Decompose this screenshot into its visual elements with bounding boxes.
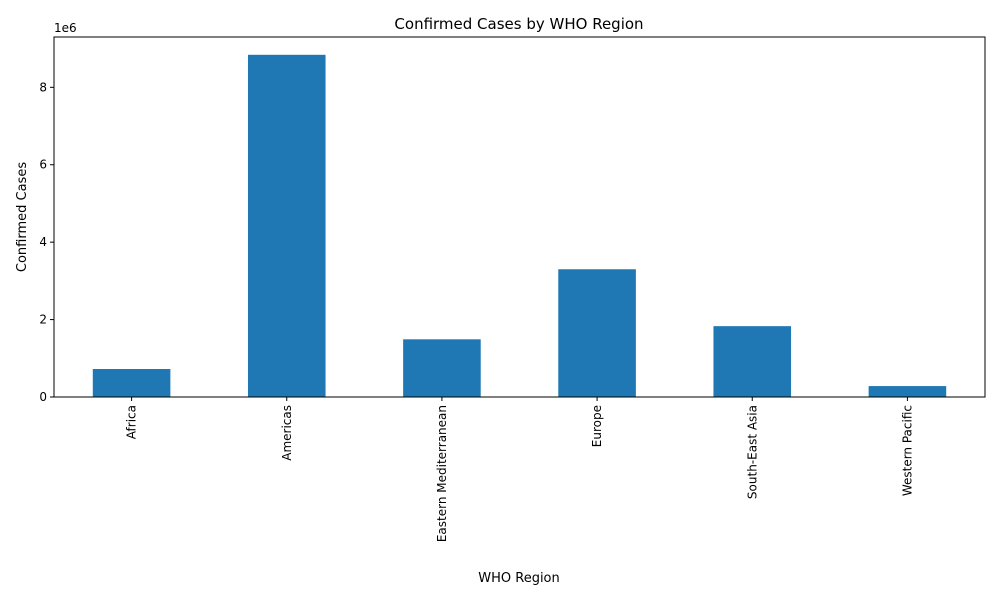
x-tick-label: Western Pacific bbox=[900, 405, 914, 496]
y-tick-label: 4 bbox=[39, 235, 47, 249]
bar-africa bbox=[92, 369, 171, 397]
x-tick-label: Americas bbox=[280, 405, 294, 461]
x-axis-ticks: Africa Americas Eastern Mediterranean Europ… bbox=[125, 397, 914, 542]
x-tick-label: Europe bbox=[590, 405, 604, 447]
y-tick-label: 6 bbox=[39, 158, 47, 172]
y-axis-label: Confirmed Cases bbox=[15, 162, 30, 272]
y-tick-label: 2 bbox=[39, 313, 47, 327]
bar-americas bbox=[247, 54, 326, 397]
x-tick-label: Eastern Mediterranean bbox=[435, 405, 449, 542]
bars-group bbox=[92, 54, 947, 397]
y-tick-label: 0 bbox=[39, 390, 47, 404]
x-tick-label: Africa bbox=[125, 405, 139, 439]
bar-western-pacific bbox=[868, 386, 947, 397]
y-tick-label: 8 bbox=[39, 80, 47, 94]
bar-south-east-asia bbox=[713, 326, 792, 397]
y-axis-ticks: 0 2 4 6 8 bbox=[39, 80, 54, 404]
y-axis-multiplier: 1e6 bbox=[54, 21, 77, 35]
bar-eastern-mediterranean bbox=[403, 339, 481, 397]
x-tick-label: South-East Asia bbox=[745, 405, 759, 499]
x-axis-label: WHO Region bbox=[478, 571, 560, 586]
chart-title: Confirmed Cases by WHO Region bbox=[394, 15, 643, 33]
bar-europe bbox=[558, 269, 636, 397]
plot-frame bbox=[53, 36, 986, 398]
